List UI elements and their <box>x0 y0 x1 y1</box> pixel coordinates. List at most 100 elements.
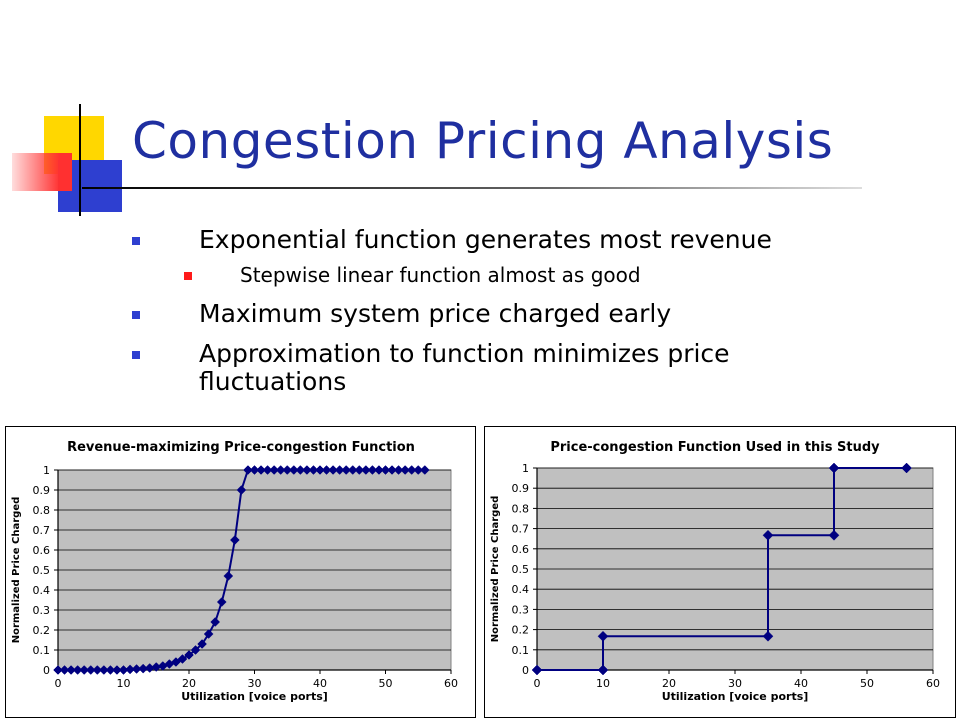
data-point <box>288 465 299 475</box>
y-tick-label: 0.7 <box>33 524 51 537</box>
y-tick-label: 0.1 <box>33 644 51 657</box>
data-point <box>400 465 411 475</box>
bullet-square-icon <box>132 311 140 319</box>
data-point <box>901 462 912 474</box>
data-point <box>531 664 543 676</box>
y-axis-label: Normalized Price Charged <box>11 497 22 644</box>
title-underline <box>82 187 862 189</box>
data-point <box>53 665 63 675</box>
x-tick-label: 40 <box>794 677 808 690</box>
data-point <box>92 665 103 675</box>
data-point <box>229 535 240 545</box>
data-point <box>249 465 260 475</box>
revenue-chart-svg: Revenue-maximizing Price-congestion Func… <box>11 440 458 703</box>
data-point <box>341 465 352 475</box>
data-point <box>295 465 306 475</box>
y-tick-label: 0.3 <box>512 603 530 616</box>
y-tick-label: 1 <box>522 462 529 475</box>
data-point <box>828 462 840 474</box>
series-line <box>537 467 907 671</box>
y-tick-label: 0.6 <box>512 543 530 556</box>
x-tick-label: 60 <box>926 677 940 690</box>
x-tick-label: 10 <box>117 677 131 690</box>
data-point <box>406 465 417 475</box>
data-point <box>597 630 609 642</box>
data-point <box>171 657 181 667</box>
y-tick-label: 0.5 <box>512 563 530 576</box>
data-point <box>321 465 332 475</box>
y-tick-label: 0.6 <box>33 544 51 557</box>
data-point <box>347 465 358 475</box>
data-point <box>328 465 338 475</box>
data-point <box>72 665 83 675</box>
logo-vertical-line <box>79 104 81 216</box>
data-point <box>243 465 253 475</box>
y-tick-label: 0.1 <box>512 644 530 657</box>
bullet-text: Stepwise linear function almost as good <box>240 263 641 287</box>
data-point <box>315 465 325 475</box>
x-tick-label: 20 <box>662 677 676 690</box>
y-tick-label: 0.4 <box>33 584 51 597</box>
study-chart: Price-congestion Function Used in this S… <box>484 426 956 718</box>
x-tick-label: 20 <box>182 677 196 690</box>
data-point <box>262 465 273 475</box>
data-point <box>177 654 188 664</box>
y-tick-label: 0.2 <box>33 624 51 637</box>
data-point <box>360 465 371 475</box>
y-tick-label: 0.4 <box>512 583 530 596</box>
bullet-text: Approximation to function minimizes pric… <box>199 339 730 396</box>
x-tick-label: 50 <box>379 677 393 690</box>
y-tick-label: 0.2 <box>512 624 530 637</box>
data-point <box>79 665 90 675</box>
x-tick-label: 40 <box>313 677 327 690</box>
y-tick-label: 0.5 <box>33 564 51 577</box>
data-point <box>190 645 201 655</box>
data-point <box>597 664 609 676</box>
data-point <box>828 529 840 541</box>
data-point <box>762 529 774 541</box>
logo-red-block <box>12 153 72 191</box>
x-tick-label: 0 <box>534 677 541 690</box>
bullet-square-icon <box>132 237 140 245</box>
y-tick-label: 0.8 <box>33 504 51 517</box>
bullet-square-icon <box>132 351 140 359</box>
data-point <box>374 465 384 475</box>
data-point <box>387 465 397 475</box>
data-point <box>66 665 76 675</box>
data-point <box>98 665 109 675</box>
study-chart-svg: Price-congestion Function Used in this S… <box>490 440 940 703</box>
data-point <box>223 571 234 581</box>
y-tick-label: 0.7 <box>512 523 530 536</box>
data-point <box>210 617 221 627</box>
data-point <box>302 465 312 475</box>
x-tick-label: 50 <box>860 677 874 690</box>
data-point <box>308 465 319 475</box>
bullet-square-icon <box>184 272 192 280</box>
x-tick-label: 60 <box>444 677 458 690</box>
data-point <box>184 650 194 660</box>
data-point <box>354 465 365 475</box>
bullet-text: Maximum system price charged early <box>199 299 672 328</box>
data-point <box>256 465 266 475</box>
data-point <box>334 465 345 475</box>
slide-title: Congestion Pricing Analysis <box>132 112 834 170</box>
x-tick-label: 10 <box>596 677 610 690</box>
data-point <box>419 465 430 475</box>
y-tick-label: 0.9 <box>512 482 530 495</box>
data-point <box>393 465 404 475</box>
data-point <box>59 665 70 675</box>
data-point <box>282 465 293 475</box>
y-tick-label: 1 <box>43 464 50 477</box>
data-point <box>367 465 378 475</box>
data-point <box>762 630 774 642</box>
data-point <box>275 465 286 475</box>
data-point <box>216 597 227 607</box>
data-point <box>269 465 280 475</box>
data-point <box>112 665 122 675</box>
x-tick-label: 30 <box>728 677 742 690</box>
x-tick-label: 0 <box>55 677 62 690</box>
y-tick-label: 0.9 <box>33 484 51 497</box>
data-point <box>380 465 391 475</box>
data-point <box>197 639 207 649</box>
data-point <box>413 465 424 475</box>
